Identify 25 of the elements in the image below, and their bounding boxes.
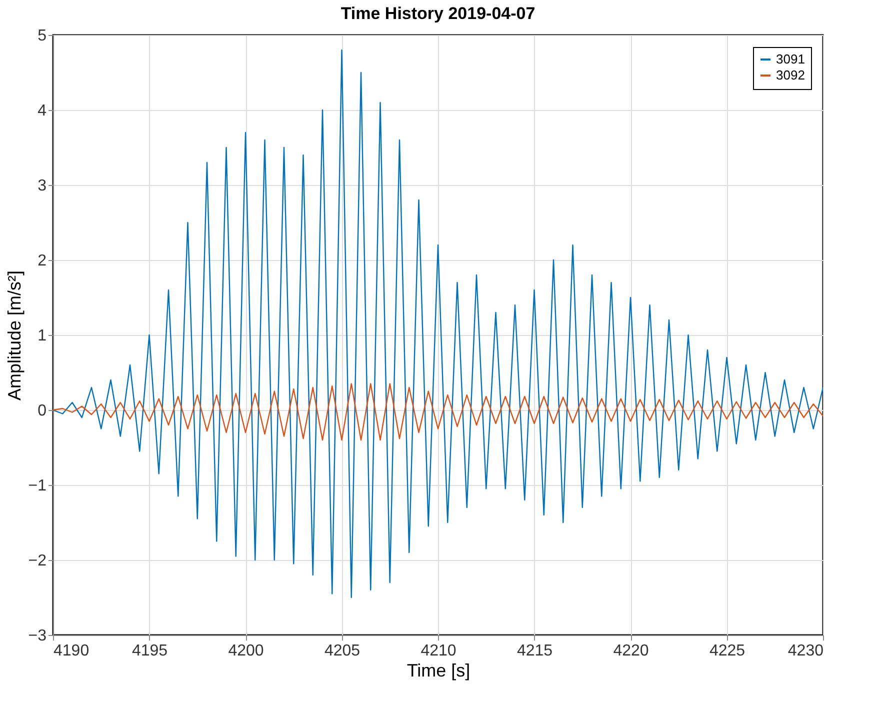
legend-label: 3091 bbox=[776, 52, 805, 66]
y-tick-label: −2 bbox=[28, 552, 47, 570]
y-tick-label: 1 bbox=[38, 328, 47, 344]
x-tick-label: 4230 bbox=[788, 642, 824, 660]
x-tick-label: 4225 bbox=[709, 642, 746, 660]
x-tick-label: 4205 bbox=[324, 642, 360, 660]
x-tick-label: 4220 bbox=[613, 642, 649, 660]
x-tick-label: 4210 bbox=[420, 642, 456, 660]
line-series bbox=[53, 49, 823, 598]
line-series bbox=[53, 383, 823, 441]
y-tick-label: −3 bbox=[28, 628, 47, 644]
y-axis-title: Amplitude [m/s²] bbox=[4, 270, 24, 401]
x-tick-label: 4195 bbox=[132, 642, 168, 660]
x-tick-label: 4200 bbox=[228, 642, 264, 660]
y-tick-label: 0 bbox=[38, 402, 47, 420]
x-axis-title: Time [s] bbox=[406, 660, 470, 680]
y-tick-label: −1 bbox=[28, 478, 47, 494]
y-tick-label: 3 bbox=[38, 178, 47, 194]
y-tick-label: 2 bbox=[38, 252, 47, 270]
y-tick-label: 5 bbox=[38, 28, 47, 44]
x-tick-label: 4215 bbox=[516, 642, 553, 660]
x-tick-label: 4190 bbox=[54, 642, 90, 660]
legend-label: 3092 bbox=[776, 68, 805, 82]
chart-title: Time History 2019-04-07 bbox=[340, 4, 536, 23]
y-tick-label: 4 bbox=[38, 102, 47, 120]
